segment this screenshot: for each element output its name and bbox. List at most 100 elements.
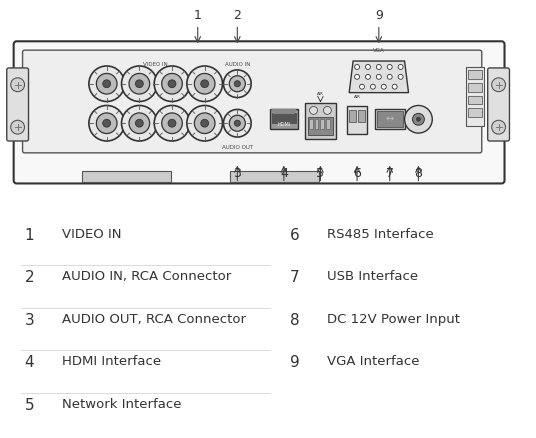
Text: VGA Interface: VGA Interface [327,355,420,368]
Circle shape [154,66,190,102]
Text: HDMI Interface: HDMI Interface [62,355,161,368]
FancyBboxPatch shape [7,68,28,141]
Circle shape [129,113,150,134]
Text: 6: 6 [353,167,361,180]
Circle shape [360,84,364,89]
Bar [326,119,330,129]
Bar [347,106,367,134]
Text: AUDIO IN, RCA Connector: AUDIO IN, RCA Connector [62,270,232,283]
Text: 7: 7 [290,270,300,285]
Text: 9: 9 [375,8,383,21]
Circle shape [96,74,117,94]
Circle shape [201,119,209,127]
Circle shape [376,64,381,69]
Text: RS485 Interface: RS485 Interface [327,228,434,241]
Text: 4: 4 [280,167,288,180]
Circle shape [413,113,425,125]
Circle shape [376,74,381,79]
Text: 2: 2 [25,270,34,285]
Circle shape [89,66,124,102]
Circle shape [387,64,392,69]
Circle shape [366,64,370,69]
Text: ↔: ↔ [386,114,394,124]
Polygon shape [272,110,296,113]
Circle shape [234,120,240,126]
Circle shape [355,64,360,69]
Circle shape [405,106,432,133]
Circle shape [234,81,240,87]
Circle shape [11,120,25,134]
Circle shape [323,106,331,114]
Circle shape [398,64,403,69]
Text: 1: 1 [25,228,34,243]
Bar [308,117,333,135]
Bar [358,110,365,122]
FancyBboxPatch shape [13,41,504,184]
Circle shape [310,106,317,114]
Circle shape [89,106,124,141]
Circle shape [136,80,143,88]
Text: HDMI: HDMI [277,122,291,127]
Circle shape [195,74,215,94]
Circle shape [136,119,143,127]
Polygon shape [349,61,408,92]
FancyBboxPatch shape [488,68,510,141]
Circle shape [129,74,150,94]
Circle shape [96,113,117,134]
Circle shape [103,119,110,127]
Bar [349,110,356,122]
Text: 9: 9 [290,355,300,370]
Text: 8: 8 [414,167,422,180]
Circle shape [416,117,420,121]
Circle shape [201,80,209,88]
Circle shape [392,84,397,89]
Circle shape [187,66,222,102]
Text: 7: 7 [386,167,394,180]
Text: 3: 3 [25,313,34,328]
Bar [315,119,318,129]
Circle shape [195,113,215,134]
Circle shape [381,84,386,89]
Circle shape [187,106,222,141]
Text: VGA: VGA [373,48,385,53]
Circle shape [168,80,176,88]
Circle shape [122,66,157,102]
Text: 1: 1 [194,8,202,21]
Text: DC 12V Power Input: DC 12V Power Input [327,313,460,326]
Bar [272,113,296,123]
Circle shape [370,84,375,89]
Text: 4: 4 [25,355,34,370]
Text: USB Interface: USB Interface [327,270,419,283]
Circle shape [229,115,245,131]
Circle shape [11,78,25,92]
Bar [375,110,405,129]
Text: 6: 6 [290,228,300,243]
Text: AIR: AIR [354,95,361,99]
Circle shape [366,74,370,79]
Text: 2: 2 [233,8,241,21]
Bar [468,109,482,117]
Text: VIDEO IN: VIDEO IN [143,62,168,67]
Bar [270,110,297,129]
Bar [468,70,482,79]
Text: AIR: AIR [317,92,324,95]
Bar [377,111,403,127]
Text: VIDEO IN: VIDEO IN [62,228,122,241]
Circle shape [492,120,505,134]
Circle shape [103,80,110,88]
Circle shape [492,78,505,92]
Circle shape [355,74,360,79]
Text: 5: 5 [316,167,324,180]
Text: AUDIO OUT, RCA Connector: AUDIO OUT, RCA Connector [62,313,246,326]
Bar [304,103,336,139]
Circle shape [224,110,251,137]
Bar [468,95,482,105]
Circle shape [387,74,392,79]
Bar [321,119,324,129]
Bar [466,67,484,126]
Text: 8: 8 [290,313,300,328]
Text: Network Interface: Network Interface [62,398,182,411]
Circle shape [229,76,245,92]
Text: AUDIO OUT: AUDIO OUT [222,145,253,150]
FancyBboxPatch shape [23,50,482,153]
